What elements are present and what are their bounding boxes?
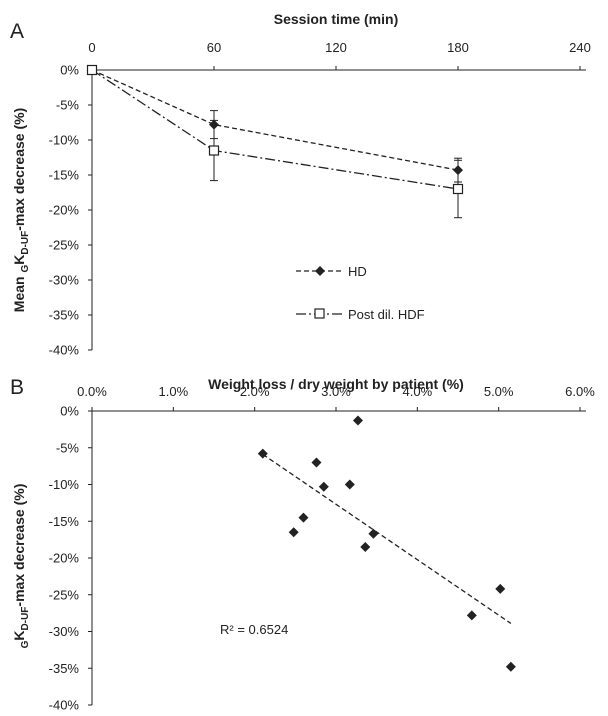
- panel-b-x-tick-label: 6.0%: [565, 384, 595, 399]
- panel-a-y-title-part-5: -max decrease (%): [11, 108, 27, 231]
- scatter-point: [288, 527, 299, 538]
- legend-hd-label: HD: [348, 264, 367, 279]
- scatter-point: [344, 479, 355, 490]
- series-2-point: [452, 183, 464, 195]
- panel-a-x-axis-title: Session time (min): [274, 11, 398, 27]
- panel-b-x-tick-label: 5.0%: [484, 384, 514, 399]
- panel-b-ticks: 0.0% 1.0% 2.0% 3.0% 4.0% 5.0% 6.0% 0% -5% -10% -15…: [49, 384, 596, 713]
- panel-a-y-axis-title: Mean GKD-UF-max decrease (%): [11, 108, 31, 312]
- panel-b-y-title-part-4: D-UF: [20, 607, 31, 631]
- panel-a-label: A: [10, 20, 24, 43]
- trendline: [262, 453, 512, 624]
- panel-b-label: B: [10, 376, 24, 399]
- scatter-point: [298, 512, 309, 523]
- panel-a-x-tick-label: 0: [88, 40, 95, 55]
- r-squared-annotation: R² = 0.6524: [220, 622, 288, 637]
- panel-a-ticks: 0 60 120 180 240 0% -5% -10% -15% -20% -25% -30% -35…: [49, 40, 591, 358]
- panel-a-x-tick-label: 120: [325, 40, 347, 55]
- panel-b-y-tick-label: -35%: [49, 661, 80, 676]
- panel-a: A Session time (min) Mean GKD-UF-max dec…: [10, 11, 591, 358]
- panel-b-y-tick-label: -20%: [49, 551, 80, 566]
- panel-a-y-title-part-1: Mean: [11, 273, 27, 313]
- panel-b: B Weight loss / dry weight by patient (%…: [10, 376, 595, 713]
- panel-a-x-tick-label: 180: [447, 40, 469, 55]
- panel-b-x-tick-label: 2.0%: [240, 384, 270, 399]
- panel-a-legend: HD Post dil. HDF: [296, 264, 425, 322]
- panel-b-x-axis-title: Weight loss / dry weight by patient (%): [208, 376, 464, 392]
- panel-a-y-tick-label: -5%: [56, 98, 80, 113]
- panel-a-y-tick-label: -25%: [49, 238, 80, 253]
- panel-b-y-axis-title: GKD-UF-max decrease (%): [11, 484, 31, 649]
- panel-a-marks: [86, 64, 464, 219]
- panel-b-y-title-part-3: K: [11, 630, 27, 640]
- panel-a-y-title-part-3: K: [11, 255, 27, 265]
- legend-hdf-marker: [314, 308, 325, 319]
- panel-a-y-tick-label: -10%: [49, 133, 80, 148]
- scatter-point: [360, 541, 371, 552]
- scatter-point: [318, 481, 329, 492]
- panel-a-y-tick-label: -20%: [49, 203, 80, 218]
- panel-b-y-tick-label: -40%: [49, 698, 80, 713]
- panel-b-x-tick-label: 3.0%: [321, 384, 351, 399]
- scatter-point: [352, 415, 363, 426]
- series-2-point: [86, 64, 98, 76]
- panel-b-y-tick-label: -25%: [49, 587, 80, 602]
- panel-b-y-tick-label: -30%: [49, 624, 80, 639]
- panel-a-y-title-part-4: D-UF: [20, 231, 31, 255]
- series-1-line: [91, 69, 459, 171]
- panel-b-x-tick-label: 1.0%: [159, 384, 189, 399]
- panel-b-y-title-part-2: G: [20, 640, 31, 648]
- panel-b-y-tick-label: -5%: [56, 440, 80, 455]
- scatter-point: [505, 661, 516, 672]
- scatter-point: [311, 457, 322, 468]
- series-2-point: [208, 145, 220, 156]
- panel-a-x-tick-label: 240: [569, 40, 591, 55]
- panel-b-y-tick-label: -15%: [49, 514, 80, 529]
- panel-a-y-tick-label: -35%: [49, 308, 80, 323]
- scatter-point: [495, 583, 506, 594]
- scatter-point: [466, 610, 477, 621]
- legend-hd-marker: [315, 266, 325, 276]
- panel-b-y-tick-label: -10%: [49, 477, 80, 492]
- panel-b-x-tick-label: 0.0%: [77, 384, 107, 399]
- panel-a-x-tick-label: 60: [207, 40, 221, 55]
- panel-b-x-tick-label: 4.0%: [403, 384, 433, 399]
- panel-a-y-tick-label: -30%: [49, 273, 80, 288]
- panel-b-y-title-part-5: -max decrease (%): [11, 484, 27, 607]
- panel-a-y-tick-label: -40%: [49, 343, 80, 358]
- scatter-point: [257, 448, 268, 459]
- panel-a-y-title-part-2: G: [20, 265, 31, 273]
- scatter-point: [368, 528, 379, 539]
- panel-a-y-tick-label: 0%: [60, 63, 79, 78]
- panel-b-y-tick-label: 0%: [60, 404, 79, 419]
- series-2-line: [91, 69, 459, 190]
- panel-b-marks: [257, 415, 516, 672]
- legend-hdf-label: Post dil. HDF: [348, 307, 425, 322]
- panel-a-y-tick-label: -15%: [49, 168, 80, 183]
